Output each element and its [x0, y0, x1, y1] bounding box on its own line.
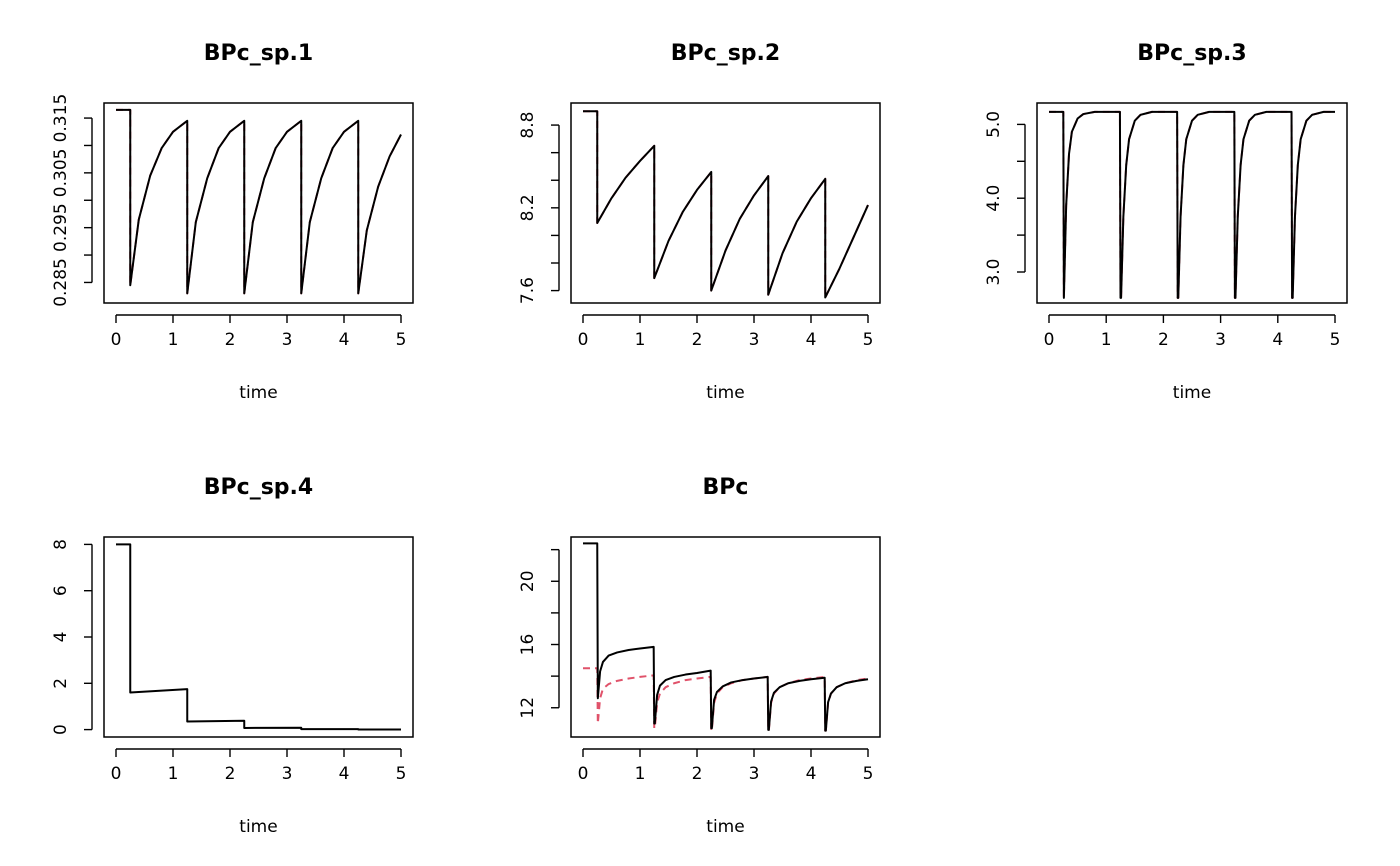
- chart-title: BPc_sp.3: [1137, 41, 1246, 66]
- x-tick-label: 5: [863, 764, 874, 784]
- x-axis-label: time: [706, 383, 744, 403]
- chart-title: BPc: [703, 475, 749, 500]
- x-tick-label: 3: [749, 764, 760, 784]
- x-tick-label: 3: [282, 330, 293, 350]
- x-tick-label: 0: [578, 330, 589, 350]
- x-tick-label: 2: [225, 330, 236, 350]
- x-tick-label: 0: [111, 764, 122, 784]
- y-tick-label: 8.2: [518, 194, 538, 221]
- x-tick-label: 1: [168, 330, 179, 350]
- x-tick-label: 5: [396, 330, 407, 350]
- y-tick-label: 4: [51, 632, 71, 643]
- y-tick-label: 20: [518, 570, 538, 592]
- x-tick-label: 0: [578, 764, 589, 784]
- chart-title: BPc_sp.1: [204, 41, 313, 66]
- x-tick-label: 2: [692, 764, 703, 784]
- x-tick-label: 4: [806, 764, 817, 784]
- y-tick-label: 0.285: [51, 258, 71, 307]
- chart-panel-4: BPc_sp.4 0 1 2 3 4 5 time 0 2 4 6 8: [51, 475, 414, 837]
- y-tick-label: 0.295: [51, 203, 71, 252]
- plot-frame: [103, 102, 414, 304]
- chart-panel-3: BPc_sp.3 0 1 2 3 4 5 time 3.0 4.0 5.0: [984, 41, 1348, 403]
- plot-frame: [1036, 102, 1348, 304]
- x-tick-label: 2: [692, 330, 703, 350]
- x-tick-label: 1: [635, 764, 646, 784]
- y-tick-label: 0.305: [51, 149, 71, 198]
- y-tick-label: 5.0: [984, 111, 1004, 138]
- x-tick-label: 5: [1330, 330, 1341, 350]
- plot-frame: [570, 536, 881, 738]
- x-tick-label: 4: [806, 330, 817, 350]
- series-line-1: [583, 667, 869, 732]
- series-line-2: [1049, 110, 1335, 299]
- y-tick-label: 8.8: [518, 112, 538, 139]
- plot-frame: [570, 102, 881, 304]
- series-line-1: [116, 543, 401, 731]
- y-tick-label: 7.6: [518, 277, 538, 304]
- x-tick-label: 2: [225, 764, 236, 784]
- y-tick-label: 16: [518, 634, 538, 656]
- x-tick-label: 0: [111, 330, 122, 350]
- x-tick-label: 3: [1215, 330, 1226, 350]
- y-tick-label: 8: [51, 539, 71, 550]
- chart-title: BPc_sp.2: [671, 41, 780, 66]
- x-tick-label: 4: [339, 330, 350, 350]
- y-tick-label: 6: [51, 585, 71, 596]
- x-axis-label: time: [239, 383, 277, 403]
- chart-panel-2: BPc_sp.2 0 1 2 3 4 5 time 7.6 8.2 8.8: [518, 41, 881, 403]
- series-line-2: [116, 108, 402, 295]
- x-axis-label: time: [239, 817, 277, 837]
- y-tick-label: 0.315: [51, 94, 71, 143]
- x-tick-label: 1: [168, 764, 179, 784]
- x-tick-label: 4: [339, 764, 350, 784]
- x-axis-label: time: [706, 817, 744, 837]
- x-tick-label: 1: [1101, 330, 1112, 350]
- chart-title: BPc_sp.4: [204, 475, 313, 500]
- x-tick-label: 4: [1272, 330, 1283, 350]
- plot-frame: [103, 536, 414, 738]
- x-tick-label: 3: [749, 330, 760, 350]
- x-tick-label: 5: [396, 764, 407, 784]
- y-tick-label: 2: [51, 678, 71, 689]
- y-tick-label: 12: [518, 697, 538, 719]
- x-tick-label: 2: [1158, 330, 1169, 350]
- series-line-2: [583, 542, 869, 732]
- x-tick-label: 0: [1044, 330, 1055, 350]
- x-axis-label: time: [1173, 383, 1211, 403]
- x-tick-label: 1: [635, 330, 646, 350]
- x-tick-label: 5: [863, 330, 874, 350]
- x-tick-label: 3: [282, 764, 293, 784]
- series-line-2: [583, 110, 869, 299]
- y-tick-label: 3.0: [984, 258, 1004, 285]
- y-tick-label: 0: [51, 724, 71, 735]
- chart-panel-1: BPc_sp.1 0 1 2 3 4 5 time 0.285 0.295 0.305 0.315: [51, 41, 414, 403]
- y-tick-label: 4.0: [984, 185, 1004, 212]
